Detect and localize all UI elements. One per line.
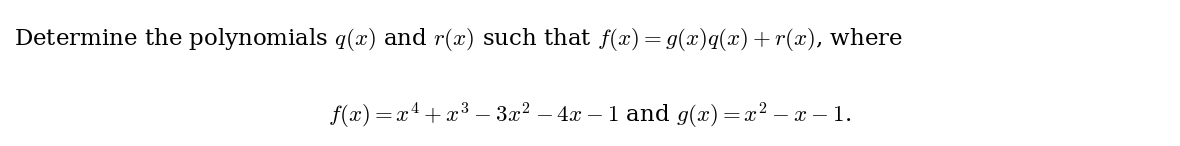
Text: Determine the polynomials $q(x)$ and $r(x)$ such that $f(x) = g(x)q(x) + r(x)$, : Determine the polynomials $q(x)$ and $r(… (14, 26, 903, 53)
Text: $f(x) = x^4 + x^3 - 3x^2 - 4x - 1$ and $g(x) = x^2 - x - 1$.: $f(x) = x^4 + x^3 - 3x^2 - 4x - 1$ and $… (328, 101, 852, 131)
